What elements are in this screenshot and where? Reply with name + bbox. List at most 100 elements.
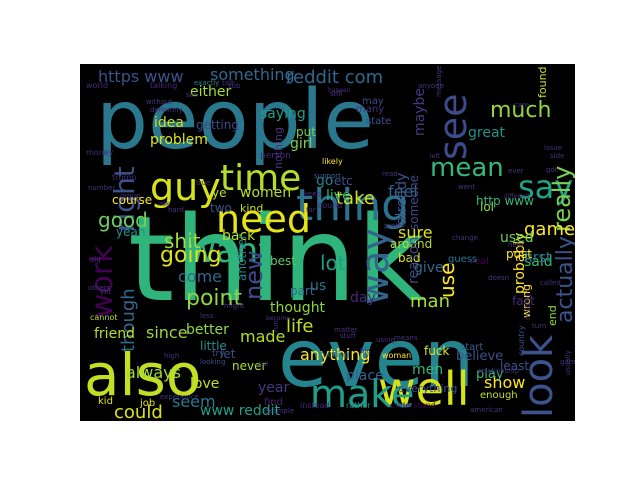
cloud-word: others (88, 284, 111, 292)
cloud-word: sub (228, 82, 241, 90)
cloud-word: best (270, 254, 296, 268)
cloud-word: going (160, 243, 221, 268)
cloud-word: money (86, 148, 114, 157)
cloud-word: exactly (194, 79, 219, 87)
cloud-word: reason (406, 237, 422, 284)
cloud-word: place (346, 368, 384, 384)
cloud-word: side (550, 152, 564, 160)
cloud-word: really (548, 166, 576, 232)
cloud-word: let (220, 347, 236, 361)
cloud-word: good (98, 208, 148, 232)
cloud-word: make (310, 372, 414, 416)
cloud-word: game (560, 358, 580, 366)
cloud-word: men (412, 362, 443, 378)
cloud-word: friend (94, 326, 135, 342)
cloud-word: another (235, 234, 249, 281)
cloud-word: ever (508, 167, 524, 175)
cloud-word: use (435, 263, 459, 298)
cloud-word: job (139, 398, 155, 409)
cloud-word: example (264, 407, 294, 415)
cloud-word: also (84, 341, 201, 409)
cloud-word: someone (407, 175, 421, 230)
cloud-word: think (128, 190, 425, 328)
cloud-word: game (524, 219, 575, 240)
cloud-word: likely (322, 157, 343, 166)
cloud-word: group (120, 192, 141, 200)
cloud-word: end (546, 305, 559, 326)
cloud-word: guy (150, 165, 221, 209)
cloud-word: take (336, 188, 375, 209)
cloud-word: need (216, 197, 311, 241)
cloud-word: support (314, 172, 341, 180)
cloud-word: fact (512, 294, 535, 308)
cloud-word: part (290, 284, 315, 298)
cloud-word: love (190, 376, 219, 392)
cloud-word: go (316, 173, 333, 189)
cloud-word: maybe (412, 88, 428, 136)
cloud-word: sure (398, 223, 433, 242)
cloud-word: called (540, 279, 561, 287)
cloud-word: point (186, 286, 242, 311)
cloud-word: lol (480, 200, 494, 214)
cloud-word: believe (456, 349, 503, 364)
cloud-word: less (200, 312, 214, 320)
cloud-word: state (366, 116, 391, 127)
cloud-word: run (272, 320, 280, 332)
cloud-word: around (390, 237, 432, 251)
cloud-word: trump (112, 173, 136, 182)
cloud-word: making (524, 294, 532, 320)
cloud-word: https www (98, 67, 184, 86)
cloud-word: actually (553, 236, 578, 323)
cloud-word: looking (200, 358, 225, 366)
cloud-word: used (500, 230, 534, 246)
cloud-word: getting (196, 118, 239, 132)
cloud-word: hard (168, 206, 184, 214)
cloud-word: even (278, 312, 474, 405)
cloud-word: idea (154, 115, 184, 131)
cloud-word: understand (390, 401, 436, 410)
cloud-word: little (200, 339, 227, 353)
cloud-word: got (546, 166, 558, 174)
cloud-word: lot (320, 251, 346, 275)
cloud-word: live (326, 188, 351, 204)
cloud-word: world (86, 81, 108, 90)
cloud-word: reddit com (286, 67, 383, 88)
cloud-word: definitely (150, 106, 183, 114)
cloud-word: put (296, 125, 316, 139)
cloud-word: old (90, 256, 101, 264)
cloud-word: post (506, 247, 532, 261)
cloud-word: see (431, 93, 475, 160)
cloud-word: say (518, 168, 573, 206)
cloud-word: much (490, 98, 551, 123)
cloud-word: wrong (520, 284, 533, 318)
cloud-word: course (112, 193, 152, 207)
cloud-word: still (330, 90, 342, 98)
cloud-word: come (178, 267, 222, 286)
cloud-word: fuck (424, 344, 449, 358)
cloud-word: shit (164, 229, 201, 253)
cloud-word: big (360, 347, 371, 355)
cloud-word: message compose (435, 32, 443, 97)
cloud-word: mean (430, 153, 504, 183)
cloud-word: talking (150, 81, 177, 90)
cloud-word: experience (160, 393, 199, 401)
cloud-word: ask (158, 200, 171, 208)
cloud-word: far (306, 206, 316, 214)
cloud-word: feel (388, 182, 418, 201)
cloud-word: thought (270, 300, 326, 316)
cloud-word: real (470, 256, 489, 267)
cloud-word: set (186, 91, 197, 99)
cloud-word: better (186, 322, 229, 338)
cloud-word: call (258, 361, 269, 368)
cloud-word: become (266, 315, 290, 322)
cloud-word: back (222, 228, 256, 244)
cloud-word: may (362, 96, 384, 107)
cloud-word: woman (382, 351, 411, 360)
cloud-word: women (240, 185, 291, 201)
cloud-word: went (458, 183, 475, 191)
cloud-word: probably (512, 233, 528, 294)
cloud-word: first (524, 250, 552, 266)
cloud-word: want (188, 231, 272, 271)
